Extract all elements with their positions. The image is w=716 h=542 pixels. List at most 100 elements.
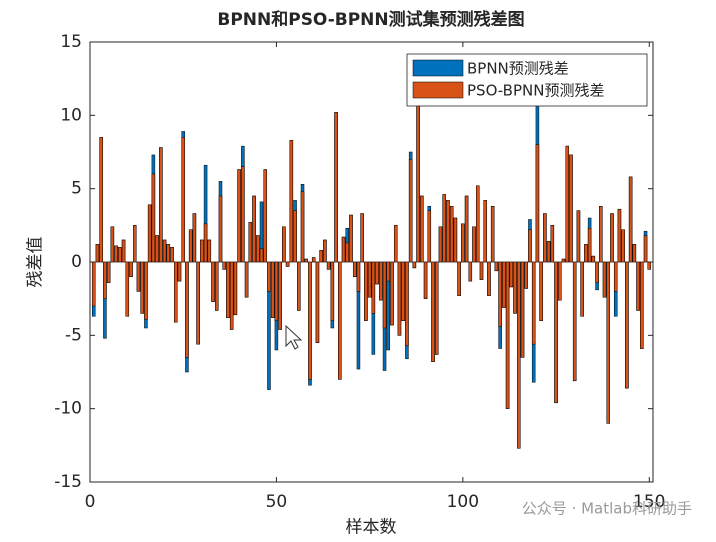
bar — [233, 261, 238, 316]
bar — [408, 159, 413, 263]
y-tick-label: -5 — [65, 325, 82, 345]
bar — [364, 261, 368, 321]
bar — [468, 261, 473, 282]
bar — [520, 261, 525, 358]
bar — [244, 261, 249, 298]
bar — [308, 261, 312, 380]
bar — [591, 255, 596, 263]
bar — [334, 112, 338, 263]
bar — [203, 223, 208, 263]
bar — [509, 261, 514, 288]
bar — [278, 261, 282, 330]
bar — [326, 261, 331, 270]
x-tick-label: 150 — [633, 492, 665, 512]
bar — [170, 247, 174, 263]
bar — [442, 194, 446, 263]
bar — [311, 257, 316, 263]
legend-label: BPNN预测残差 — [467, 60, 569, 78]
bar — [352, 261, 357, 277]
bar — [319, 250, 323, 263]
bar — [91, 261, 96, 307]
bar — [479, 261, 484, 280]
bar — [565, 145, 569, 263]
bar — [386, 261, 391, 282]
bar — [572, 261, 577, 382]
bar — [621, 229, 625, 263]
bar — [420, 195, 424, 263]
bar — [289, 140, 294, 263]
bar — [297, 261, 301, 311]
bar — [632, 244, 637, 263]
bar — [438, 226, 443, 263]
bar — [162, 239, 167, 263]
bar — [118, 247, 122, 263]
bar — [274, 261, 279, 321]
bar — [229, 261, 234, 330]
bar — [95, 244, 100, 263]
watermark: 公众号 · Matlab科研助手 — [522, 500, 692, 518]
y-tick-label: 15 — [60, 32, 82, 52]
bar — [382, 261, 387, 329]
bar — [610, 213, 614, 263]
x-tick-label: 50 — [266, 492, 288, 512]
bar — [356, 261, 361, 292]
bar — [640, 261, 644, 349]
bar — [222, 261, 226, 270]
bar — [505, 261, 510, 409]
bar — [401, 261, 405, 321]
y-tick-label: 10 — [60, 105, 82, 125]
y-tick-label: -15 — [54, 472, 82, 492]
legend-swatch — [412, 81, 464, 99]
bar — [625, 261, 629, 389]
bar — [412, 261, 417, 269]
bar — [476, 185, 480, 263]
bar — [513, 261, 517, 314]
bar — [330, 261, 335, 321]
bar — [379, 261, 383, 301]
bar — [174, 261, 178, 323]
y-axis-label: 残差值 — [26, 237, 46, 288]
legend-label: PSO-BPNN预测残差 — [467, 82, 604, 100]
bar — [584, 244, 588, 263]
bar — [498, 261, 502, 327]
bar — [595, 261, 599, 283]
bar — [599, 206, 603, 263]
bar — [461, 223, 465, 263]
bar — [252, 195, 256, 263]
bar — [483, 200, 487, 263]
bar — [147, 204, 152, 263]
bar — [151, 173, 156, 263]
bar — [188, 229, 193, 263]
bar — [192, 213, 197, 263]
bar — [617, 208, 622, 263]
y-tick-label: 0 — [71, 252, 82, 272]
cursor — [285, 324, 303, 350]
bar — [416, 101, 420, 263]
bar — [106, 261, 111, 283]
bar — [166, 244, 171, 263]
bar — [397, 261, 402, 336]
bar — [211, 261, 215, 302]
bar — [226, 261, 230, 318]
bar — [338, 261, 342, 380]
bar — [293, 210, 297, 263]
y-tick-label: 5 — [71, 179, 82, 199]
bar — [177, 261, 182, 282]
bar — [248, 222, 253, 263]
bar — [110, 226, 115, 263]
legend-swatch — [412, 59, 464, 77]
bar — [490, 206, 495, 263]
bar — [121, 239, 126, 263]
bar — [393, 225, 398, 263]
bar — [502, 261, 506, 308]
bar — [129, 261, 133, 277]
bar — [114, 245, 118, 263]
bar — [136, 261, 141, 292]
bar — [561, 258, 566, 263]
bar — [390, 261, 394, 326]
bar — [360, 213, 364, 263]
bar — [215, 261, 219, 311]
bar — [285, 261, 290, 267]
